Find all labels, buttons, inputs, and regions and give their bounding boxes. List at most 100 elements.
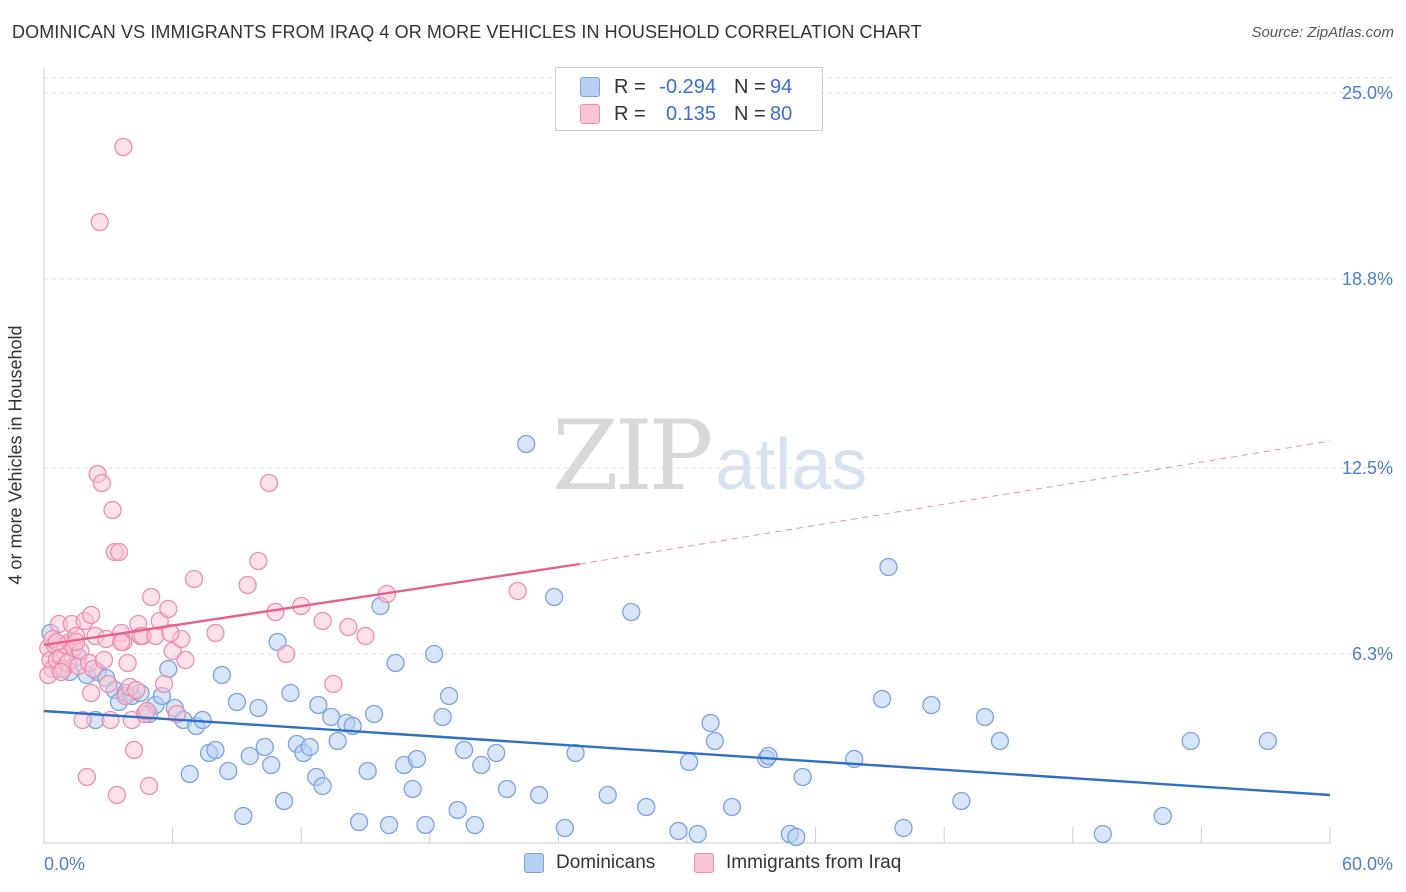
axes — [43, 68, 1330, 844]
watermark: ZIPatlas — [552, 400, 867, 512]
point-iraq — [508, 581, 527, 601]
point-dominicans — [688, 824, 707, 844]
legend-item-iraq[interactable]: Immigrants from Iraq — [694, 852, 901, 874]
legend-row-dominicans: R = -0.294 N = 94 — [580, 74, 792, 100]
point-iraq — [184, 569, 204, 589]
point-iraq — [112, 632, 131, 652]
point-iraq — [118, 653, 137, 673]
point-dominicans — [1181, 731, 1200, 751]
trend-iraq — [43, 562, 581, 647]
series-legend: Dominicans Immigrants from Iraq — [0, 852, 1406, 878]
point-iraq — [82, 683, 101, 703]
point-iraq — [356, 626, 375, 646]
point-iraq — [142, 587, 161, 607]
y-tick-label: 12.5% — [1342, 458, 1393, 478]
point-dominicans — [454, 740, 474, 760]
point-iraq — [249, 551, 268, 571]
legend-label-iraq: Immigrants from Iraq — [726, 852, 902, 873]
legend-swatch-blue — [580, 77, 600, 97]
point-dominicans — [212, 665, 232, 685]
point-dominicans — [281, 683, 300, 703]
watermark-atlas: atlas — [715, 425, 868, 505]
legend-r-label: R = — [614, 75, 646, 98]
point-dominicans — [234, 806, 253, 826]
point-iraq — [82, 605, 101, 625]
point-dominicans — [240, 746, 259, 766]
point-dominicans — [759, 746, 778, 766]
point-dominicans — [1258, 731, 1277, 751]
point-dominicans — [358, 761, 377, 781]
y-tick-label: 18.8% — [1342, 269, 1393, 289]
legend-r-label: R = — [614, 102, 646, 125]
point-iraq — [277, 644, 296, 664]
legend-item-dominicans[interactable]: Dominicans — [524, 852, 655, 874]
point-dominicans — [159, 659, 178, 679]
point-iraq — [339, 617, 358, 637]
point-dominicans — [952, 791, 971, 811]
point-dominicans — [219, 761, 238, 781]
y-tick-label: 25.0% — [1342, 83, 1393, 103]
point-iraq — [159, 599, 178, 619]
point-dominicans — [793, 767, 812, 787]
watermark-zip: ZIP — [552, 400, 713, 512]
point-dominicans — [379, 815, 399, 835]
legend-r-value: 0.135 — [665, 102, 716, 125]
point-dominicans — [487, 743, 506, 763]
point-iraq — [206, 623, 225, 643]
point-dominicans — [472, 755, 491, 775]
point-dominicans — [975, 707, 995, 727]
grid-lines — [44, 77, 1392, 655]
point-dominicans — [566, 743, 585, 763]
point-dominicans — [787, 827, 806, 847]
point-dominicans — [416, 815, 435, 835]
legend-swatch-pink — [580, 104, 600, 124]
point-dominicans — [529, 785, 549, 805]
point-iraq — [99, 674, 118, 694]
point-iraq — [114, 137, 133, 157]
point-dominicans — [180, 764, 199, 784]
legend-n-label: N = — [734, 102, 766, 125]
point-dominicans — [465, 815, 484, 835]
point-dominicans — [679, 752, 699, 772]
point-dominicans — [386, 653, 405, 673]
stats-legend: R = -0.294 N = 94 R = 0.135 N = 80 — [555, 67, 823, 131]
trend-iraq-extension — [579, 440, 1331, 565]
point-dominicans — [439, 686, 459, 706]
point-iraq — [154, 674, 174, 694]
point-iraq — [107, 785, 127, 805]
point-dominicans — [598, 785, 617, 805]
point-iraq — [94, 650, 114, 670]
point-dominicans — [206, 740, 225, 760]
y-tick-label: 6.3% — [1352, 644, 1393, 664]
point-dominicans — [701, 713, 720, 733]
point-dominicans — [922, 695, 941, 715]
point-dominicans — [364, 704, 384, 724]
point-iraq — [51, 662, 71, 682]
point-dominicans — [544, 587, 564, 607]
point-dominicans — [274, 791, 294, 811]
point-dominicans — [894, 818, 913, 838]
point-dominicans — [448, 800, 467, 820]
legend-label-dominicans: Dominicans — [556, 852, 656, 873]
point-iraq — [137, 701, 157, 721]
point-dominicans — [669, 821, 688, 841]
point-iraq — [176, 650, 195, 670]
point-iraq — [92, 473, 112, 493]
point-iraq — [90, 212, 109, 232]
legend-swatch-pink — [694, 853, 714, 873]
point-dominicans — [705, 731, 725, 751]
point-dominicans — [722, 797, 742, 817]
point-dominicans — [637, 797, 656, 817]
legend-row-iraq: R = 0.135 N = 80 — [580, 101, 792, 127]
series-iraq — [39, 137, 527, 805]
chart-title: DOMINICAN VS IMMIGRANTS FROM IRAQ 4 OR M… — [12, 22, 922, 42]
point-dominicans — [403, 779, 422, 799]
point-dominicans — [879, 557, 898, 577]
point-dominicans — [1093, 824, 1112, 844]
legend-r-value: -0.294 — [659, 75, 716, 98]
point-iraq — [127, 680, 146, 700]
point-dominicans — [555, 818, 574, 838]
point-dominicans — [1153, 806, 1172, 826]
point-dominicans — [313, 776, 332, 796]
